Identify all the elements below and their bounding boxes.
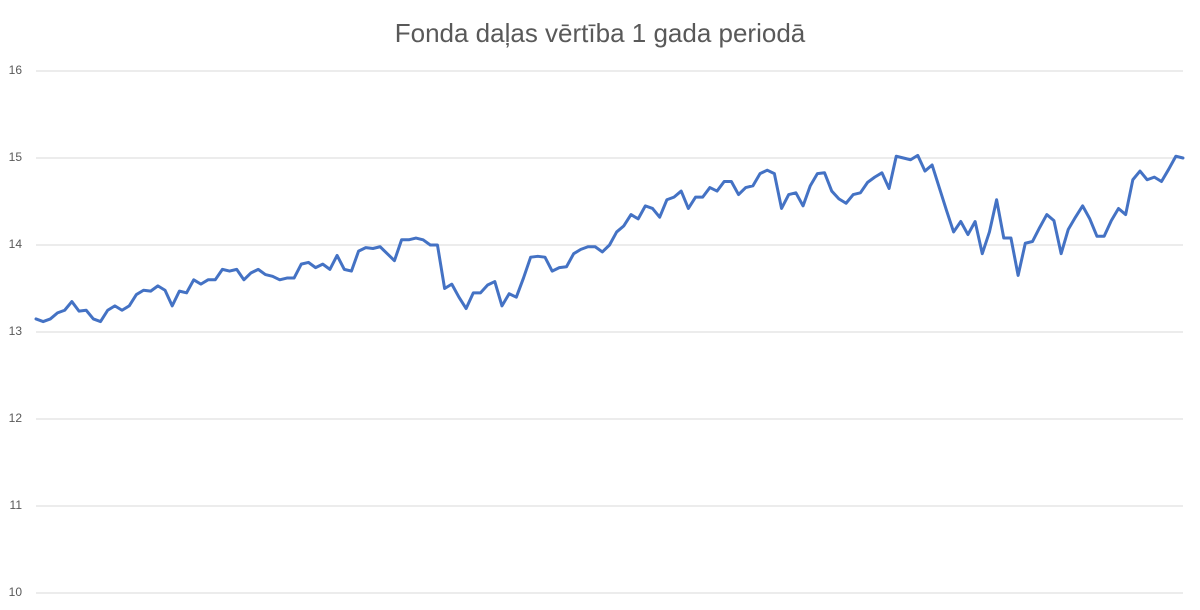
y-tick-label: 15: [9, 150, 23, 164]
chart-title: Fonda daļas vērtība 1 gada periodā: [395, 18, 806, 48]
y-tick-label: 12: [9, 411, 23, 425]
y-tick-label: 16: [9, 63, 23, 77]
y-tick-label: 13: [9, 324, 23, 338]
data-line: [34, 153, 1185, 324]
y-tick-label: 11: [10, 498, 23, 512]
y-tick-label: 10: [9, 585, 23, 599]
y-tick-label: 14: [9, 237, 23, 251]
